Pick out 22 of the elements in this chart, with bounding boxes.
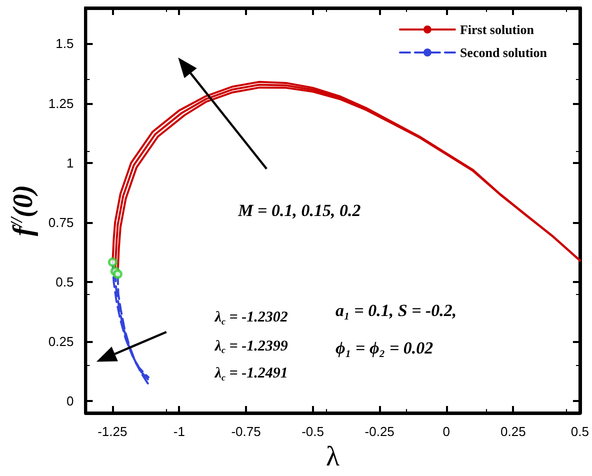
legend-label: Second solution xyxy=(460,45,548,60)
x-tick-label: -1.25 xyxy=(98,424,128,439)
x-tick-label: -0.5 xyxy=(302,424,324,439)
annotation: ϕ₁ = ϕ₂ = 0.02 xyxy=(336,338,434,358)
x-tick-label: 0 xyxy=(442,424,450,439)
x-tick-label: 0.25 xyxy=(500,424,526,439)
y-tick-label: 1.5 xyxy=(56,36,74,52)
x-tick-label: -0.25 xyxy=(364,424,394,439)
y-tick-label: 1.25 xyxy=(48,96,74,111)
y-tick-label: 0 xyxy=(66,394,74,409)
y-axis-title: f//(0) xyxy=(7,184,39,236)
x-axis-title: λ xyxy=(326,442,340,472)
y-tick-label: 0.5 xyxy=(56,274,74,290)
y-tick-label: 0.25 xyxy=(48,334,74,350)
annotation: a₁ = 0.1, S = -0.2, xyxy=(336,301,457,320)
y-tick-label: 1 xyxy=(66,155,74,170)
x-tick-label: -0.75 xyxy=(231,424,261,439)
y-tick-label: 0.75 xyxy=(48,214,74,230)
annotation: M = 0.1, 0.15, 0.2 xyxy=(237,201,362,220)
legend-label: First solution xyxy=(460,22,535,37)
x-tick-label: -1 xyxy=(173,424,185,439)
x-tick-label: 0.5 xyxy=(570,424,590,439)
